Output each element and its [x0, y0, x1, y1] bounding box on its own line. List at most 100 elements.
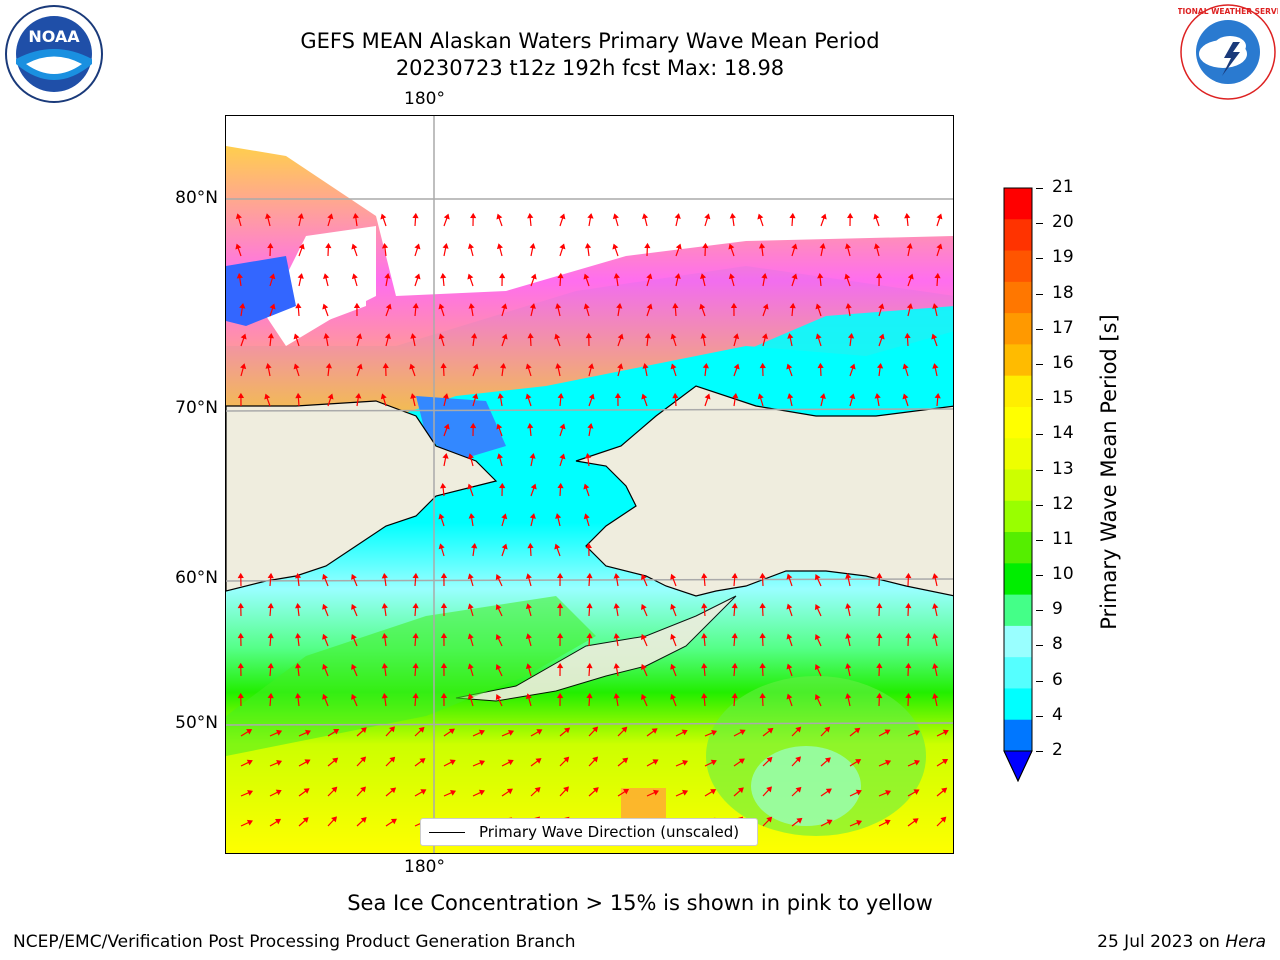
wave-arrow-head: [759, 692, 766, 699]
wave-arrow-head: [381, 692, 388, 699]
wave-arrow-head: [913, 789, 920, 795]
colorbar-tick-mark: [1036, 328, 1043, 330]
wave-arrow-head: [325, 362, 332, 369]
wave-arrow-head: [557, 392, 564, 399]
wave-arrow-head: [236, 272, 243, 279]
wave-arrow-head: [932, 573, 939, 579]
wave-arrow-head: [525, 363, 532, 370]
colorbar-tick-mark: [1036, 751, 1043, 752]
wave-arrow-head: [527, 542, 534, 549]
wave-arrow-head: [759, 572, 766, 579]
low-period-patch: [226, 256, 296, 326]
wave-arrow-head: [412, 692, 419, 699]
wave-arrow-head: [237, 602, 244, 609]
wave-arrow-head: [501, 543, 508, 550]
chart-subtitle: 20230723 t12z 192h fcst Max: 18.98: [395, 56, 785, 80]
wave-arrow-head: [847, 212, 854, 219]
colorbar-segment: [1004, 281, 1032, 314]
wave-arrow-head: [646, 273, 653, 280]
colorbar-tick-mark: [1036, 434, 1043, 436]
wave-arrow-head: [275, 818, 282, 825]
wave-arrow-head: [351, 663, 357, 670]
wave-arrow-head: [795, 756, 801, 763]
wave-arrow-head: [587, 423, 594, 429]
wave-arrow-head: [276, 729, 283, 736]
wave-arrow-head: [355, 392, 362, 399]
wave-arrow-head: [327, 393, 334, 400]
wave-arrow-head: [586, 602, 593, 609]
wave-arrow-head: [555, 303, 562, 309]
wave-arrow-head: [468, 303, 475, 309]
wave-arrow-head: [787, 333, 794, 339]
wave-arrow-head: [786, 603, 793, 610]
wave-arrow-head: [613, 573, 620, 579]
wave-arrow-head: [675, 243, 682, 250]
wave-arrow-head: [267, 662, 274, 669]
wave-arrow-head: [617, 333, 624, 340]
wave-arrow-head: [814, 694, 821, 701]
colorbar-tick-mark: [1036, 645, 1043, 647]
wave-arrow-head: [525, 663, 532, 670]
wave-arrow-head: [351, 633, 357, 640]
wave-arrow-head: [438, 303, 445, 310]
wave-arrow-head: [478, 729, 485, 736]
wave-arrow-head: [586, 692, 593, 699]
colorbar-tick-mark: [1036, 399, 1043, 401]
ice-gap: [266, 226, 376, 346]
wave-arrow-head: [325, 242, 332, 249]
wave-arrow-head: [622, 757, 629, 764]
wave-arrow-head: [470, 422, 477, 429]
wave-arrow-head: [584, 452, 592, 459]
wave-arrow-head: [907, 273, 914, 280]
nws-logo-text: NATIONAL WEATHER SERVICE: [1178, 7, 1278, 16]
wave-arrow-head: [642, 363, 649, 369]
wave-arrow-head: [672, 302, 679, 309]
wave-arrow-head: [640, 663, 647, 670]
colorbar-tick-mark: [1036, 575, 1043, 577]
wave-arrow-head: [795, 726, 802, 733]
wave-arrow-head: [674, 273, 681, 279]
wave-arrow-head: [322, 303, 329, 310]
wave-arrow-head: [240, 333, 247, 340]
wave-arrow-head: [323, 273, 330, 280]
wave-arrow-head: [825, 788, 832, 795]
wave-arrow-head: [759, 602, 766, 609]
wave-arrow-head: [941, 787, 948, 794]
ice-caption: Sea Ice Concentration > 15% is shown in …: [347, 891, 933, 915]
wave-arrow-head: [796, 817, 803, 824]
wave-arrow-head: [303, 788, 310, 794]
wave-arrow-head: [380, 213, 387, 220]
wave-arrow-head: [942, 758, 949, 765]
wave-arrow-head: [563, 756, 570, 763]
wave-arrow-head: [322, 693, 328, 700]
wave-arrow-head: [420, 789, 427, 795]
wave-arrow-head: [525, 603, 532, 610]
wave-arrow-head: [817, 362, 824, 369]
nws-logo: NATIONAL WEATHER SERVICE: [1166, 2, 1280, 102]
wave-arrow-head: [614, 392, 622, 398]
wave-arrow-head: [529, 453, 536, 459]
wave-arrow-head: [583, 273, 590, 280]
wave-arrow-head: [878, 303, 885, 310]
wave-arrow-head: [295, 602, 302, 609]
wave-arrow-head: [529, 513, 536, 519]
wave-arrow-head: [884, 819, 891, 826]
wave-arrow-head: [467, 243, 474, 250]
wave-arrow-head: [304, 759, 311, 765]
wave-arrow-head: [766, 816, 773, 823]
wave-arrow-head: [936, 243, 943, 250]
wave-arrow-head: [237, 392, 245, 398]
wave-arrow-head: [876, 362, 884, 369]
chart-title: GEFS MEAN Alaskan Waters Primary Wave Me…: [300, 29, 880, 53]
colorbar-segment: [1004, 657, 1032, 689]
colorbar-segment: [1004, 188, 1032, 220]
wave-arrow-head: [586, 572, 593, 579]
wave-arrow-head: [322, 573, 328, 580]
wave-arrow-head: [856, 819, 863, 826]
wave-arrow-head: [844, 243, 851, 250]
colorbar-tick-mark: [1036, 258, 1043, 260]
wave-arrow-head: [766, 756, 773, 763]
wave-arrow-head: [556, 632, 564, 639]
wave-arrow-head: [557, 272, 564, 279]
wave-arrow-head: [467, 273, 474, 280]
